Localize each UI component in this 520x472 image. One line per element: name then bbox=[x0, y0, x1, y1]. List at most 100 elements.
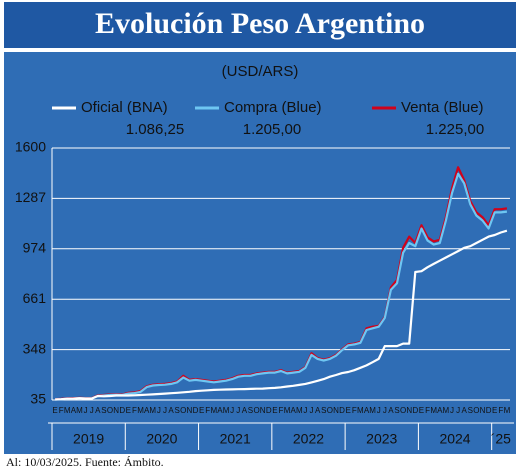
x-tick-label: F bbox=[59, 406, 64, 415]
x-tick-label: A bbox=[242, 406, 248, 415]
x-tick-label: J bbox=[230, 406, 234, 415]
x-tick-label: M bbox=[357, 406, 364, 415]
x-tick-label: M bbox=[296, 406, 303, 415]
y-tick-label: 661 bbox=[23, 290, 47, 306]
x-tick-label: E bbox=[126, 406, 131, 415]
x-tick-label: M bbox=[223, 406, 230, 415]
x-tick-label: A bbox=[388, 406, 394, 415]
year-label: ´25 bbox=[491, 431, 511, 447]
x-tick-label: J bbox=[236, 406, 240, 415]
x-tick-label: N bbox=[333, 406, 339, 415]
x-tick-label: E bbox=[272, 406, 277, 415]
x-tick-label: A bbox=[95, 406, 101, 415]
x-tick-label: J bbox=[450, 406, 454, 415]
x-tick-label: F bbox=[352, 406, 357, 415]
x-tick-label: E bbox=[52, 406, 57, 415]
x-tick-label: J bbox=[90, 406, 94, 415]
x-tick-label: E bbox=[346, 406, 351, 415]
y-tick-label: 35 bbox=[30, 391, 46, 407]
x-tick-label: A bbox=[217, 406, 223, 415]
last-value-label: 1.086,25 bbox=[126, 121, 184, 138]
x-tick-label: E bbox=[199, 406, 204, 415]
x-tick-label: J bbox=[456, 406, 460, 415]
x-tick-label: F bbox=[498, 406, 503, 415]
x-tick-label: F bbox=[279, 406, 284, 415]
chart-title: Evolución Peso Argentino bbox=[95, 7, 425, 40]
x-tick-label: O bbox=[473, 406, 479, 415]
y-tick-label: 1600 bbox=[15, 139, 46, 155]
year-label: 2019 bbox=[73, 431, 104, 447]
x-tick-label: S bbox=[321, 406, 326, 415]
title-banner bbox=[4, 2, 516, 48]
x-tick-label: D bbox=[266, 406, 272, 415]
footer: Al: 10/03/2025. Fuente: Ámbito. bbox=[6, 455, 164, 469]
year-label: 2020 bbox=[146, 431, 177, 447]
x-tick-label: D bbox=[486, 406, 492, 415]
x-tick-label: A bbox=[462, 406, 468, 415]
year-label: 2022 bbox=[293, 431, 324, 447]
x-tick-label: J bbox=[163, 406, 167, 415]
x-tick-label: M bbox=[430, 406, 437, 415]
x-tick-label: O bbox=[180, 406, 186, 415]
x-tick-label: A bbox=[168, 406, 174, 415]
x-tick-label: N bbox=[187, 406, 193, 415]
x-tick-label: E bbox=[419, 406, 424, 415]
x-tick-label: S bbox=[468, 406, 473, 415]
year-label: 2021 bbox=[220, 431, 251, 447]
x-tick-label: D bbox=[119, 406, 125, 415]
x-tick-label: J bbox=[84, 406, 88, 415]
series-line bbox=[55, 172, 508, 401]
x-tick-label: F bbox=[205, 406, 210, 415]
x-tick-label: M bbox=[64, 406, 71, 415]
x-tick-label: F bbox=[425, 406, 430, 415]
x-tick-label: N bbox=[113, 406, 119, 415]
y-tick-label: 1287 bbox=[15, 189, 46, 205]
last-value-label: 1.205,00 bbox=[243, 121, 301, 138]
x-tick-label: A bbox=[315, 406, 321, 415]
y-tick-label: 974 bbox=[23, 240, 47, 256]
x-tick-label: D bbox=[193, 406, 199, 415]
x-tick-label: A bbox=[144, 406, 150, 415]
x-tick-label: S bbox=[394, 406, 399, 415]
x-tick-label: O bbox=[327, 406, 333, 415]
x-tick-label: A bbox=[364, 406, 370, 415]
x-tick-label: M bbox=[284, 406, 291, 415]
x-tick-label: J bbox=[310, 406, 314, 415]
series-line bbox=[55, 229, 508, 401]
x-tick-label: N bbox=[480, 406, 486, 415]
chart-subtitle: (USD/ARS) bbox=[222, 63, 299, 80]
x-tick-label: O bbox=[400, 406, 406, 415]
x-tick-label: E bbox=[492, 406, 497, 415]
x-tick-label: M bbox=[210, 406, 217, 415]
x-tick-label: J bbox=[383, 406, 387, 415]
x-tick-label: J bbox=[303, 406, 307, 415]
x-tick-label: M bbox=[443, 406, 450, 415]
year-label: 2024 bbox=[439, 431, 470, 447]
x-tick-label: M bbox=[149, 406, 156, 415]
legend-label: Oficial (BNA) bbox=[81, 99, 168, 116]
legend-label: Venta (Blue) bbox=[401, 99, 484, 116]
x-tick-label: M bbox=[137, 406, 144, 415]
chart-panel bbox=[4, 52, 516, 454]
x-tick-label: D bbox=[339, 406, 345, 415]
legend-label: Compra (Blue) bbox=[224, 99, 322, 116]
x-tick-label: A bbox=[291, 406, 297, 415]
x-tick-label: M bbox=[504, 406, 511, 415]
x-tick-label: S bbox=[101, 406, 106, 415]
x-tick-label: N bbox=[260, 406, 266, 415]
year-label: 2023 bbox=[366, 431, 397, 447]
x-tick-label: M bbox=[76, 406, 83, 415]
x-tick-label: D bbox=[412, 406, 418, 415]
x-tick-label: F bbox=[132, 406, 137, 415]
x-tick-label: O bbox=[107, 406, 113, 415]
x-tick-label: S bbox=[175, 406, 180, 415]
x-tick-label: A bbox=[71, 406, 77, 415]
x-tick-label: O bbox=[253, 406, 259, 415]
last-value-label: 1.225,00 bbox=[426, 121, 484, 138]
x-tick-label: M bbox=[369, 406, 376, 415]
x-tick-label: A bbox=[437, 406, 443, 415]
x-tick-label: S bbox=[248, 406, 253, 415]
x-tick-label: J bbox=[157, 406, 161, 415]
